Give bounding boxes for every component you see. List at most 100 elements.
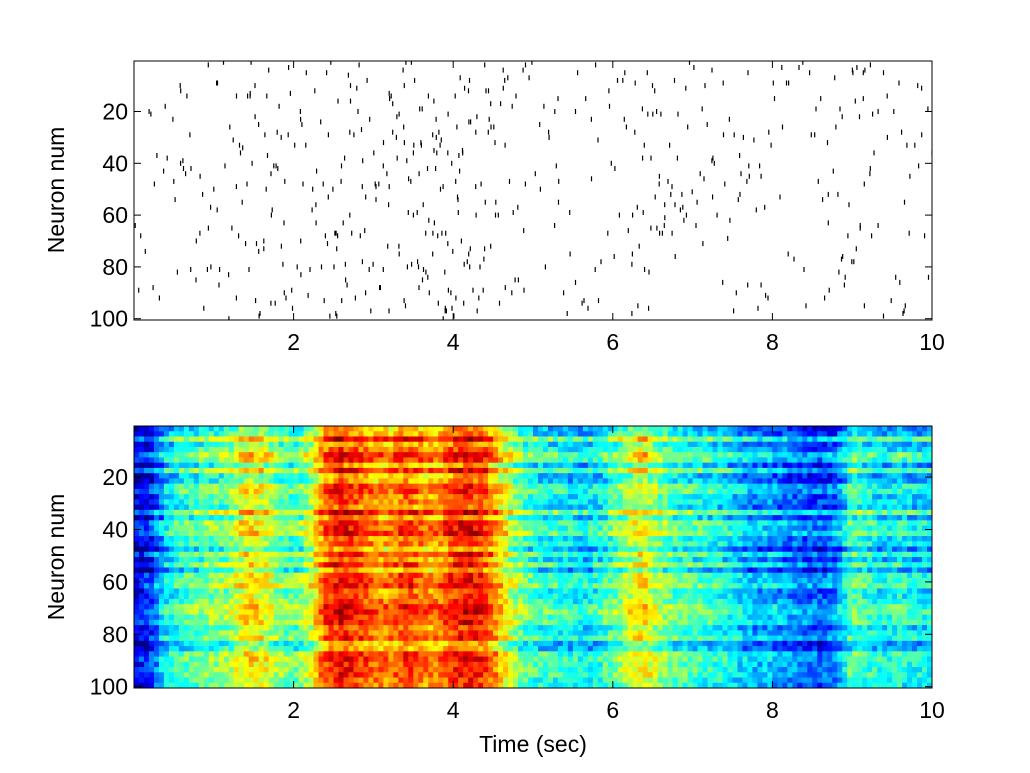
heatmap-cell [183, 504, 190, 511]
heatmap-cell [393, 651, 399, 658]
heatmap-cell [328, 630, 335, 637]
heatmap-cell [423, 462, 429, 469]
heatmap-cell [323, 609, 330, 616]
heatmap-cell [463, 630, 469, 637]
heatmap-cell [368, 551, 374, 558]
heatmap-cell [388, 583, 394, 590]
heatmap-cell [183, 525, 190, 532]
heatmap-cell [393, 630, 399, 637]
heatmap-cell [533, 488, 539, 495]
heatmap-cell [542, 488, 549, 495]
heatmap-cell [178, 640, 185, 647]
heatmap-cell [278, 583, 285, 590]
heatmap-cell [498, 483, 504, 490]
heatmap-cell [408, 682, 414, 688]
heatmap-cell [508, 598, 514, 605]
heatmap-cell [293, 520, 300, 527]
heatmap-cell [363, 509, 370, 516]
heatmap-cell [552, 651, 559, 658]
heatmap-cell [557, 672, 564, 679]
heatmap-cell [248, 483, 255, 490]
heatmap-cell [542, 593, 549, 600]
heatmap-cell [158, 536, 165, 542]
heatmap-cell [473, 473, 479, 479]
heatmap-cell [483, 577, 489, 584]
heatmap-cell [458, 598, 464, 605]
heatmap-cell [293, 557, 300, 563]
heatmap-cell [408, 473, 414, 479]
heatmap-cell [293, 499, 300, 506]
heatmap-cell [163, 431, 170, 438]
heatmap-cell [567, 509, 574, 516]
heatmap-cell [513, 520, 519, 527]
heatmap-cell [283, 614, 290, 621]
heatmap-cell [348, 452, 355, 459]
heatmap-cell [163, 667, 170, 673]
heatmap-cell [508, 551, 514, 558]
heatmap-cell [567, 609, 574, 616]
heatmap-cell [533, 525, 539, 532]
heatmap-cell [393, 525, 399, 532]
heatmap-cell [398, 672, 404, 679]
heatmap-cell [168, 551, 175, 558]
heatmap-cell [488, 635, 494, 642]
heatmap-cell [393, 562, 399, 569]
heatmap-cell [508, 452, 514, 459]
heatmap-cell [148, 625, 155, 631]
heatmap-cell [398, 614, 404, 621]
heatmap-cell [303, 672, 310, 679]
heatmap-cell [158, 520, 165, 527]
heatmap-cell [213, 525, 220, 532]
heatmap-cell [363, 536, 370, 542]
heatmap-cell [478, 426, 484, 432]
heatmap-cell [557, 520, 564, 527]
heatmap-cell [273, 441, 280, 448]
heatmap-cell [218, 635, 225, 642]
heatmap-cell [383, 635, 389, 642]
heatmap-cell [413, 635, 419, 642]
heatmap-cell [363, 661, 370, 668]
heatmap-cell [188, 441, 195, 448]
heatmap-cell [433, 630, 439, 637]
heatmap-cell [547, 661, 554, 668]
heatmap-cell [348, 598, 355, 605]
heatmap-cell [488, 483, 494, 490]
heatmap-cell [473, 541, 479, 548]
heatmap-cell [542, 562, 549, 569]
heatmap-cell [383, 546, 389, 553]
heatmap-cell [218, 478, 225, 485]
heatmap-cell [537, 661, 544, 668]
heatmap-cell [313, 473, 320, 479]
heatmap-cell [363, 436, 370, 443]
heatmap-cell [562, 577, 569, 584]
heatmap-cell [253, 661, 260, 668]
heatmap-cell [473, 441, 479, 448]
heatmap-cell [153, 562, 160, 569]
heatmap-cell [143, 509, 150, 516]
heatmap-cell [348, 562, 355, 569]
heatmap-cell [173, 431, 180, 438]
heatmap-cell [283, 651, 290, 658]
heatmap-cell [513, 604, 519, 610]
heatmap-cell [248, 546, 255, 553]
heatmap-cell [268, 588, 275, 595]
heatmap-cell [308, 619, 315, 626]
heatmap-cell [498, 646, 504, 652]
heatmap-cell [418, 494, 424, 500]
heatmap-cell [552, 625, 559, 631]
heatmap-cell [423, 609, 429, 616]
heatmap-cell [288, 467, 295, 474]
heatmap-cell [293, 462, 300, 469]
heatmap-cell [428, 583, 434, 590]
heatmap-cell [458, 452, 464, 459]
heatmap-cell [318, 452, 325, 459]
heatmap-cell [233, 661, 240, 668]
heatmap-cell [488, 441, 494, 448]
heatmap-cell [293, 457, 300, 464]
heatmap-cell [528, 551, 534, 558]
heatmap-cell [253, 515, 260, 521]
heatmap-cell [153, 452, 160, 459]
heatmap-cell [513, 667, 519, 673]
heatmap-cell [293, 672, 300, 679]
heatmap-cell [288, 452, 295, 459]
